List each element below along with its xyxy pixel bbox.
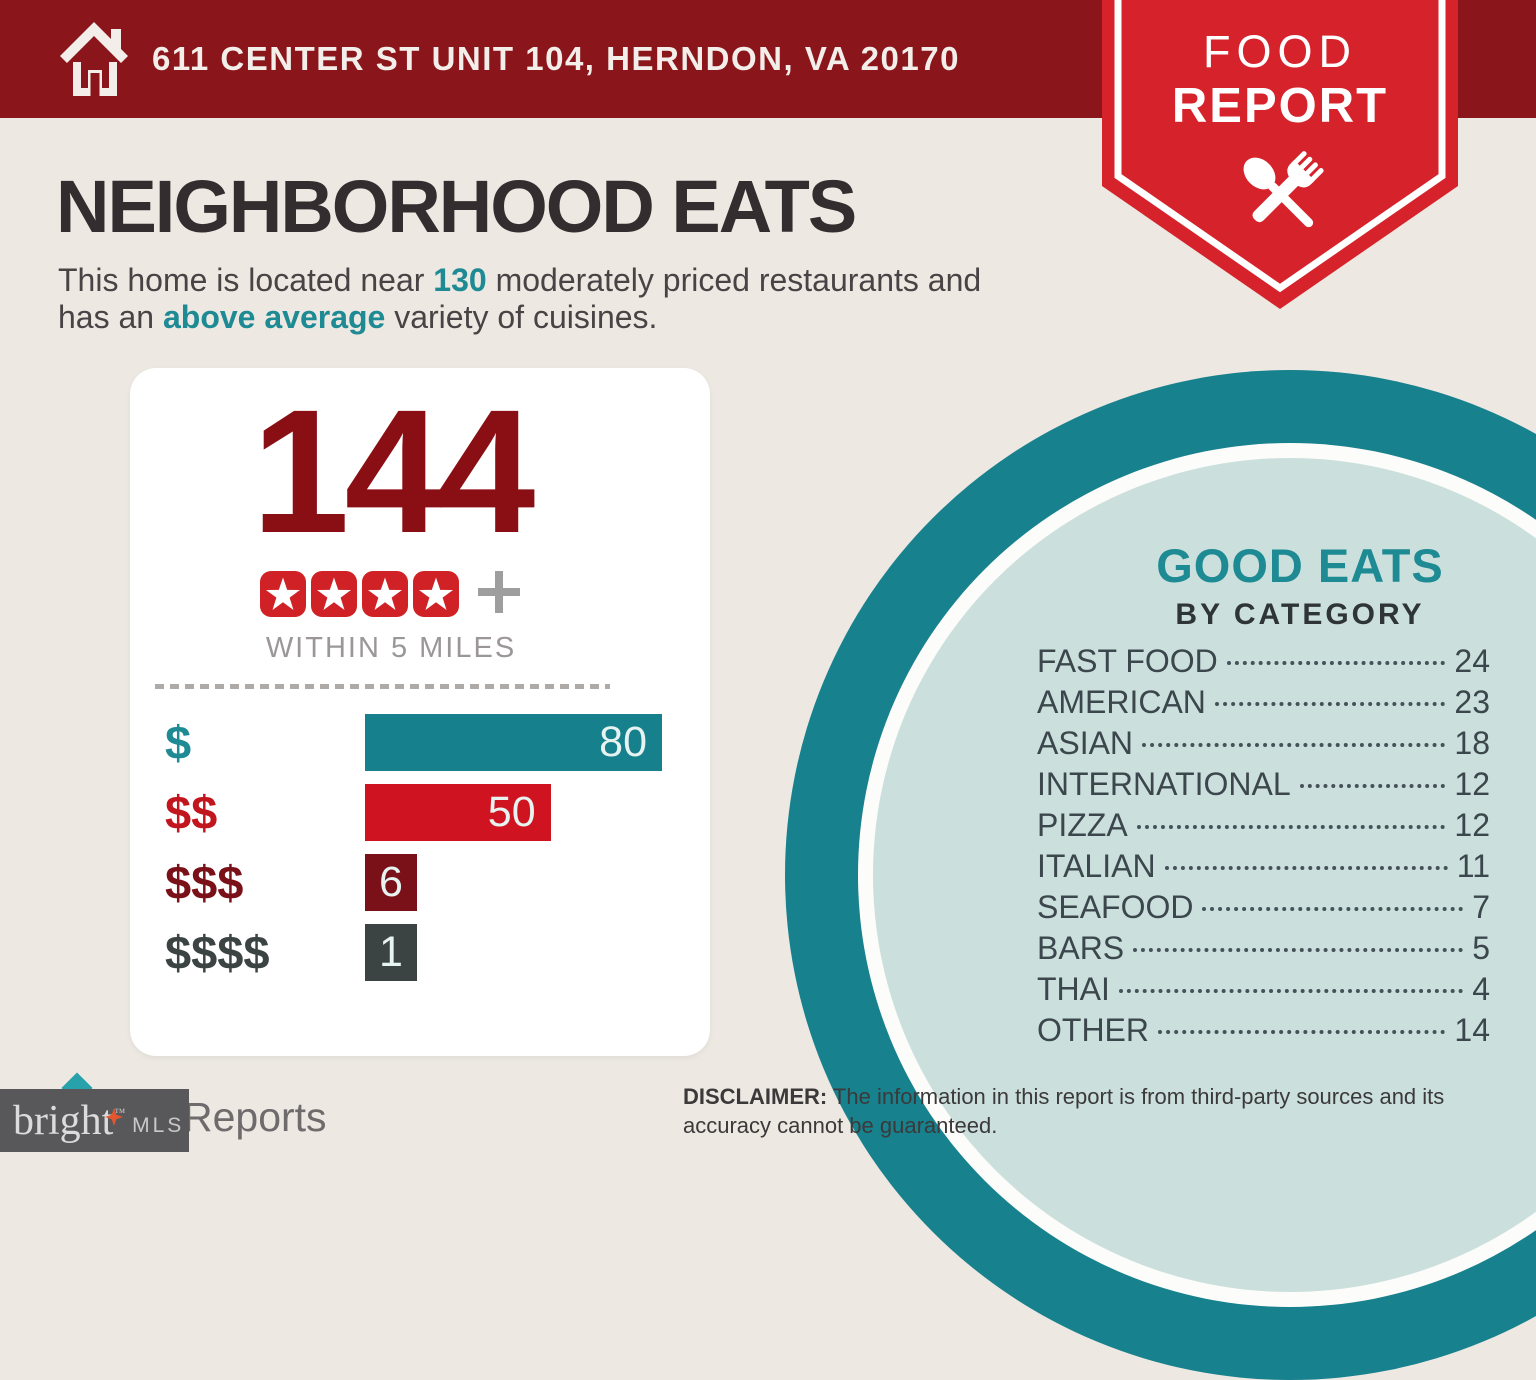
disclaimer-label: DISCLAIMER:: [683, 1084, 828, 1109]
category-row: AMERICAN 23: [1037, 684, 1490, 725]
category-label: BARS: [1037, 930, 1125, 966]
star-icon: [362, 571, 408, 617]
dot-leader: [1299, 784, 1446, 788]
price-bar-row: $ 80: [165, 714, 685, 771]
category-label: SEAFOOD: [1037, 889, 1194, 925]
price-bar-row: $$$ 6: [165, 854, 685, 911]
category-value: 24: [1454, 643, 1490, 679]
brightmls-logo: bright™: [13, 1097, 125, 1145]
badge-title: FOOD REPORT: [1102, 26, 1458, 134]
category-label: INTERNATIONAL: [1037, 766, 1291, 802]
mls-text: MLS: [132, 1113, 185, 1137]
reports-logo-text: Reports: [183, 1094, 327, 1140]
price-bar: 80: [365, 714, 662, 771]
star-icon: [413, 571, 459, 617]
intro-mid2: has an: [58, 299, 163, 336]
price-tier-label: $: [165, 716, 192, 769]
food-report-badge: FOOD REPORT: [1102, 0, 1458, 312]
dot-leader: [1136, 825, 1446, 829]
dashed-divider: [155, 684, 610, 689]
brightmls-watermark: bright™ MLS: [0, 1089, 189, 1152]
category-row: BARS 5: [1037, 930, 1490, 971]
category-row: PIZZA 12: [1037, 807, 1490, 848]
category-row: THAI 4: [1037, 971, 1490, 1012]
category-row: ASIAN 18: [1037, 725, 1490, 766]
price-bar-row: $$$$ 1: [165, 924, 685, 981]
page-title: NEIGHBORHOOD EATS: [56, 165, 857, 248]
category-value: 11: [1456, 848, 1490, 884]
category-row: FAST FOOD 24: [1037, 643, 1490, 684]
disclaimer-body: The information in this report is from t…: [683, 1084, 1445, 1138]
category-value: 18: [1454, 725, 1490, 761]
category-value: 4: [1472, 971, 1490, 1007]
dot-leader: [1142, 743, 1446, 747]
dot-leader: [1214, 702, 1446, 706]
intro-text: This home is located near 130 moderately…: [58, 262, 1118, 337]
price-bar-value: 80: [599, 718, 647, 766]
intro-mid1: moderately priced restaurants and: [486, 262, 982, 298]
category-row: OTHER 14: [1037, 1012, 1490, 1053]
plus-icon: [476, 569, 522, 620]
price-bar-value: 50: [487, 788, 536, 836]
price-tier-label: $$$: [165, 856, 244, 909]
intro-pre: This home is located near: [58, 262, 434, 298]
category-value: 12: [1454, 766, 1490, 802]
brightmls-brand-text: bright: [13, 1097, 114, 1144]
good-eats-subtitle: BY CATEGORY: [1175, 598, 1425, 631]
price-bar-row: $$ 50: [165, 784, 685, 841]
good-eats-title: GOOD EATS: [1156, 539, 1444, 592]
intro-post: variety of cuisines.: [385, 299, 658, 336]
price-tier-label: $$$$: [165, 926, 270, 979]
dot-leader: [1226, 661, 1446, 665]
variety-rating: above average: [162, 299, 386, 336]
good-eats-list: FAST FOOD 24 AMERICAN 23 ASIAN 18 INTERNATI…: [1037, 643, 1490, 1053]
category-label: OTHER: [1037, 1012, 1149, 1048]
price-bar: 50: [365, 784, 551, 841]
category-row: INTERNATIONAL 12: [1037, 766, 1490, 807]
star-icon: [311, 571, 357, 617]
category-label: THAI: [1037, 971, 1110, 1007]
category-value: 12: [1454, 807, 1490, 843]
category-value: 23: [1454, 684, 1490, 720]
category-value: 7: [1472, 889, 1490, 925]
property-address: 611 CENTER ST UNIT 104, HERNDON, VA 2017…: [152, 40, 960, 77]
dot-leader: [1118, 989, 1464, 993]
sparkle-icon: [105, 1089, 123, 1137]
price-bar-value: 6: [379, 858, 403, 906]
category-row: ITALIAN 11: [1037, 848, 1490, 889]
spoon-fork-icon: [1218, 132, 1342, 261]
price-bar: 6: [365, 854, 417, 911]
price-tier-chart: $ 80 $$ 50 $$$ 6 $$$$ 1: [165, 714, 685, 994]
category-label: ITALIAN: [1037, 848, 1156, 884]
category-value: 14: [1454, 1012, 1490, 1048]
badge-title-line2: REPORT: [1171, 79, 1389, 133]
restaurant-count: 130: [433, 262, 487, 298]
price-bar-value: 1: [379, 928, 403, 976]
category-label: PIZZA: [1037, 807, 1128, 843]
badge-title-line1: FOOD: [1203, 26, 1357, 77]
trademark-symbol: ™: [114, 1106, 126, 1119]
restaurant-total: 144: [251, 374, 536, 570]
restaurant-summary-card: 144 WITHIN 5 MILES $ 80 $$: [130, 368, 710, 1056]
radius-label: WITHIN 5 MILES: [265, 632, 517, 664]
dot-leader: [1133, 948, 1464, 952]
category-label: AMERICAN: [1037, 684, 1206, 720]
home-icon: [60, 20, 128, 103]
price-bar: 1: [365, 924, 417, 981]
category-label: ASIAN: [1037, 725, 1134, 761]
dot-leader: [1164, 866, 1448, 870]
category-value: 5: [1472, 930, 1490, 966]
dot-leader: [1202, 907, 1464, 911]
good-eats-header: GOOD EATS BY CATEGORY: [1060, 538, 1536, 632]
rating-stars: [130, 568, 652, 620]
dot-leader: [1158, 1030, 1446, 1034]
category-label: FAST FOOD: [1037, 643, 1218, 679]
star-icon: [260, 571, 306, 617]
price-tier-label: $$: [165, 786, 218, 839]
disclaimer-text: DISCLAIMER: The information in this repo…: [683, 1083, 1513, 1140]
category-row: SEAFOOD 7: [1037, 889, 1490, 930]
